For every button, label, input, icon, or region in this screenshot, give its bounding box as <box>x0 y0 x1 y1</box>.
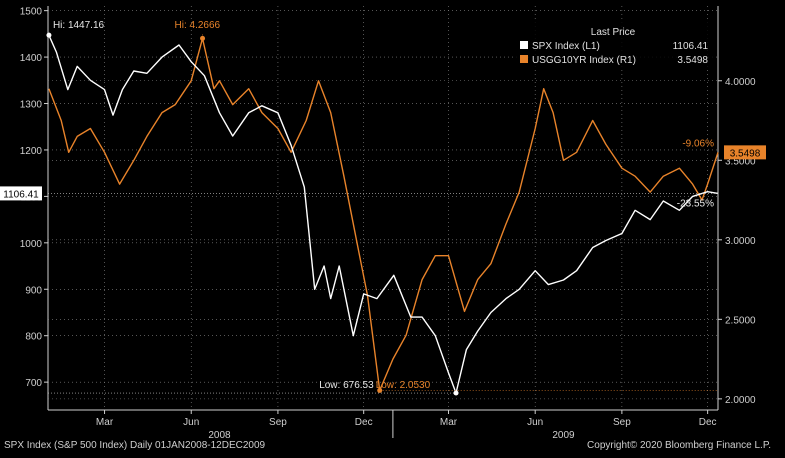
spx-change-label: -23.55% <box>677 198 714 209</box>
x-tick-label: Sep <box>613 417 631 428</box>
left-tick-label: 1200 <box>20 146 43 157</box>
legend-entry-value: 3.5498 <box>677 55 708 66</box>
right-tick-label: 2.0000 <box>725 395 756 406</box>
right-tick-label: 3.0000 <box>725 236 756 247</box>
spx-high-marker <box>46 32 52 38</box>
left-tick-label: 1500 <box>20 7 43 18</box>
spx-last-tag <box>0 186 42 201</box>
series-line-spx <box>48 34 719 394</box>
legend-title: Last Price <box>591 27 636 38</box>
yield-low-label: Low: 2.0530 <box>376 380 431 391</box>
spx-high-label: Hi: 1447.16 <box>53 20 105 31</box>
right-tick-label: 3.5000 <box>725 156 756 167</box>
legend-entry-label: USGG10YR Index (R1) <box>532 55 636 66</box>
x-tick-label: Sep <box>269 417 287 428</box>
x-tick-label: Dec <box>355 417 373 428</box>
footer-source: SPX Index (S&P 500 Index) Daily 01JAN200… <box>4 440 266 451</box>
legend-swatch <box>520 55 528 63</box>
yield-change-label: -9.06% <box>682 138 714 149</box>
spx-last-tag-label: 1106.41 <box>3 189 39 200</box>
x-tick-label: Dec <box>699 417 717 428</box>
yield-last-tag-label: 3.5498 <box>730 148 761 159</box>
legend-entry-label: SPX Index (L1) <box>532 41 600 52</box>
footer-copyright: Copyright© 2020 Bloomberg Finance L.P. <box>587 440 771 451</box>
right-tick-label: 4.0000 <box>725 77 756 88</box>
x-tick-label: Mar <box>96 417 114 428</box>
left-tick-label: 1300 <box>20 100 43 111</box>
left-tick-label: 700 <box>25 378 42 389</box>
legend-swatch <box>520 41 528 49</box>
x-tick-label: Mar <box>440 417 458 428</box>
spx-low-label: Low: 676.53 <box>319 380 374 391</box>
left-tick-label: 900 <box>25 285 42 296</box>
yield-high-label: Hi: 4.2666 <box>175 20 221 31</box>
spx-low-marker <box>453 390 459 396</box>
legend-box <box>513 22 713 70</box>
x-tick-label: Jun <box>527 417 543 428</box>
yield-low-marker <box>377 387 383 393</box>
left-tick-label: 800 <box>25 332 42 343</box>
legend-entry-value: 1106.41 <box>673 41 709 52</box>
series-line-usgg10yr <box>48 37 719 392</box>
left-tick-label: 1400 <box>20 53 43 64</box>
x-tick-label: Jun <box>183 417 199 428</box>
year-label: 2009 <box>552 430 575 441</box>
left-tick-label: 1000 <box>20 239 43 250</box>
year-label: 2008 <box>208 430 231 441</box>
right-tick-label: 2.5000 <box>725 315 756 326</box>
yield-last-tag <box>724 145 766 160</box>
